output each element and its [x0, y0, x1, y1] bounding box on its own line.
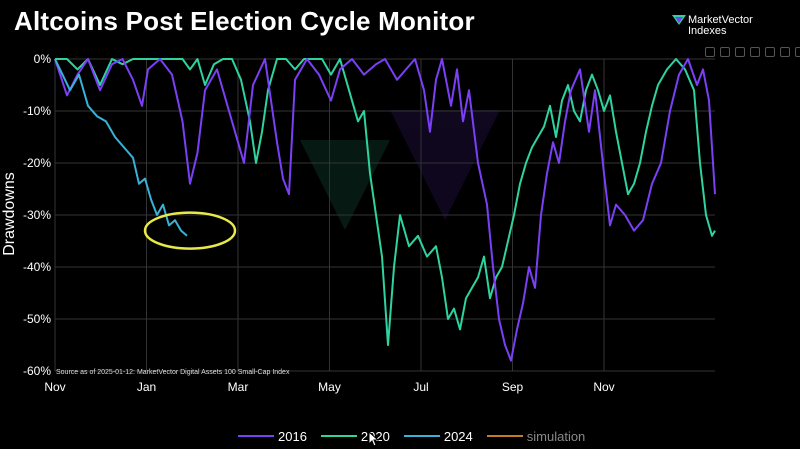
legend-label: 2024: [443, 428, 473, 444]
chart-modebar: [705, 47, 800, 57]
brand-logo: MarketVector Indexes: [672, 14, 792, 44]
x-tick-label: Sep: [502, 380, 524, 394]
legend-label: 2020: [360, 428, 390, 444]
x-tick-label: Nov: [44, 380, 65, 394]
x-tick-label: May: [318, 380, 341, 394]
reset-axes-icon[interactable]: [795, 47, 800, 57]
legend-swatch: [320, 435, 357, 437]
legend-item-simulation[interactable]: simulation: [486, 428, 586, 444]
x-tick-label: Nov: [593, 380, 614, 394]
series-line-2016: [54, 58, 716, 362]
legend-label: 2016: [278, 428, 307, 444]
zoom-out-icon[interactable]: [765, 47, 775, 57]
legend-swatch: [238, 435, 274, 437]
y-tick-label: 0%: [34, 52, 52, 66]
y-tick-label: -30%: [23, 208, 51, 222]
y-tick-label: -10%: [23, 104, 51, 118]
brand-name: MarketVector: [688, 14, 753, 26]
y-tick-label: -50%: [23, 312, 51, 326]
autoscale-icon[interactable]: [780, 47, 790, 57]
source-note: Source as of 2025-01-12: MarketVector Di…: [56, 369, 290, 376]
legend-item-2024[interactable]: 2024: [403, 428, 473, 444]
y-axis-label: Drawdowns: [1, 172, 18, 256]
brand-mark-icon: [672, 15, 686, 25]
camera-icon[interactable]: [705, 47, 715, 57]
x-tick-label: Jul: [413, 380, 428, 394]
series-line-2020: [55, 58, 716, 346]
y-tick-label: -20%: [23, 156, 51, 170]
x-tick-label: Mar: [228, 380, 249, 394]
zoom-in-icon[interactable]: [750, 47, 760, 57]
legend-swatch: [486, 435, 523, 437]
legend-item-2020[interactable]: 2020: [320, 428, 390, 444]
legend-label: simulation: [526, 428, 586, 444]
pan-icon[interactable]: [735, 47, 745, 57]
chart-title: Altcoins Post Election Cycle Monitor: [14, 6, 475, 36]
x-tick-label: Jan: [137, 380, 156, 394]
series-line-2024: [54, 58, 188, 237]
legend-swatch: [403, 435, 440, 437]
y-tick-label: -40%: [23, 260, 51, 274]
zoom-icon[interactable]: [720, 47, 730, 57]
brand-subtitle: Indexes: [688, 25, 727, 37]
legend-item-2016[interactable]: 2016: [238, 429, 307, 444]
annotation-ellipse: [143, 211, 237, 250]
y-tick-label: -60%: [23, 364, 51, 378]
mouse-cursor-icon: [368, 431, 380, 447]
chart-legend: 2016 2020 2024 simulation: [238, 428, 599, 444]
